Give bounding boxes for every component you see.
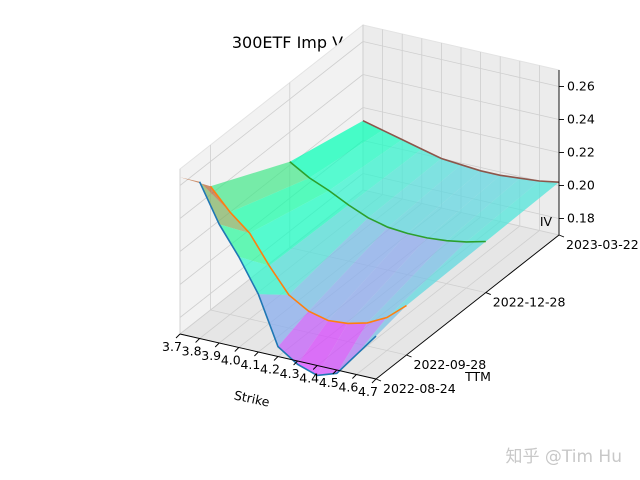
x-tick-label: 4.2: [260, 362, 280, 377]
surface-patch: [329, 139, 422, 205]
surface-patch: [368, 158, 461, 228]
y-tick-label: 2022-09-28: [414, 357, 487, 372]
surface-patch: [297, 320, 348, 376]
x-tick-mark: [214, 342, 220, 348]
y-tick-mark: [375, 378, 382, 382]
y-axis-label: TTM: [464, 369, 491, 384]
z-tick-label: 0.22: [567, 145, 595, 160]
series-line: [198, 181, 377, 377]
x-tick-label: 4.3: [280, 366, 300, 381]
x-tick-mark: [234, 347, 240, 352]
series-line: [289, 161, 486, 243]
watermark: 知乎 @Tim Hu: [505, 447, 622, 467]
x-tick-mark: [332, 369, 338, 375]
back-grid-z: [362, 107, 560, 153]
x-tick-mark: [371, 378, 377, 384]
x-tick-label: 4.1: [240, 357, 260, 372]
left-grid-z: [179, 41, 364, 186]
y-tick-label: 2022-12-28: [493, 295, 566, 310]
surface-patch: [258, 294, 309, 347]
x-tick-mark: [195, 338, 200, 343]
series-line: [209, 185, 407, 325]
y-tick-mark: [558, 234, 565, 238]
z-tick-label: 0.20: [567, 178, 595, 193]
back-grid-z: [362, 41, 560, 87]
surface-patch: [427, 175, 520, 241]
surface-patch: [288, 217, 388, 312]
surface-patch: [347, 237, 447, 324]
x-tick-label: 4.7: [358, 384, 378, 399]
surface-patch: [249, 190, 349, 266]
y-tick-label: 2023-03-22: [566, 237, 639, 252]
z-tick-label: 0.24: [567, 112, 595, 127]
x-tick-mark: [175, 333, 181, 339]
surface-patch: [348, 149, 442, 218]
x-tick-label: 4.0: [221, 353, 241, 368]
surface-patch: [466, 181, 559, 242]
x-tick-mark: [352, 374, 357, 379]
surface-patch: [238, 256, 289, 295]
back-grid-z: [362, 74, 560, 120]
vol-surface: [180, 120, 559, 376]
axis-ticks: 3.7 3.8 3.9 4.0 4.1 4.2 4.3 4.4 4.5 4.6 4.7 2022-08…: [162, 79, 639, 400]
x-tick-mark: [293, 360, 298, 366]
series-line: [362, 119, 560, 183]
y-tick-mark: [485, 292, 491, 296]
x-axis-label: Strike: [233, 388, 272, 410]
x-tick-label: 4.5: [319, 375, 339, 390]
surface-patch: [269, 205, 369, 295]
x-tick-mark: [273, 356, 279, 361]
y-tick-label: 2022-08-24: [383, 381, 456, 396]
x-tick-mark: [254, 351, 259, 357]
surface-patch: [278, 311, 329, 365]
y-tick-mark: [406, 354, 412, 358]
surface-patch: [387, 164, 481, 234]
surface-patch: [367, 240, 467, 323]
surface-patch: [407, 170, 501, 238]
surface-patch: [308, 227, 408, 321]
z-tick-label: 0.18: [567, 211, 595, 226]
surface-patch: [317, 322, 368, 376]
surface-patch: [230, 177, 329, 234]
surface-patch: [446, 178, 540, 242]
surface-patch: [336, 317, 387, 374]
x-tick-label: 4.6: [338, 380, 358, 395]
x-tick-label: 3.8: [182, 344, 202, 359]
surface-patch: [289, 120, 383, 178]
x-tick-mark: [312, 365, 318, 370]
surface-patch: [210, 161, 310, 213]
z-axis-label: IV: [540, 214, 553, 229]
x-tick-label: 3.7: [162, 339, 182, 354]
surface-patch: [309, 130, 403, 191]
x-tick-label: 4.4: [299, 371, 319, 386]
surface-patch: [219, 224, 270, 266]
series-lines: [198, 119, 560, 377]
x-tick-label: 3.9: [201, 348, 221, 363]
surface-patch: [386, 241, 486, 318]
z-tick-label: 0.26: [567, 79, 595, 94]
surface-patch: [328, 233, 427, 324]
